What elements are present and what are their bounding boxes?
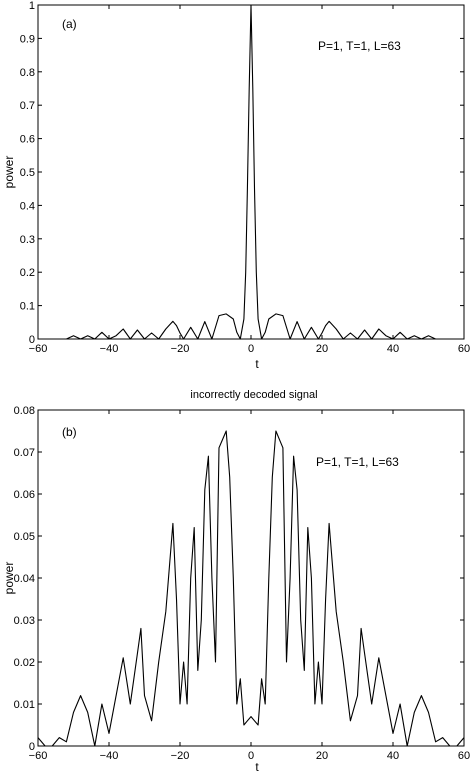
panel-b-x-tick-label: 0	[248, 750, 254, 762]
panel-a-y-tick-label: 0.2	[20, 267, 35, 279]
panel-a-y-tick-label: 0.6	[20, 134, 35, 146]
panel-b-y-tick-label: 0.06	[14, 489, 35, 501]
panel-a-x-tick-label: −60	[29, 343, 48, 355]
panel-b-series-line	[37, 430, 465, 747]
panel-b-x-tick-label: −40	[100, 750, 119, 762]
panel-a-x-tick-label: 0	[248, 343, 254, 355]
panel-a-y-tick-label: 0.7	[20, 100, 35, 112]
panel-a-label: (a)	[62, 17, 77, 31]
panel-a-plot-frame	[37, 4, 465, 340]
panel-b-x-ticks: −60 −40 −20 0 20 40 60	[29, 410, 470, 762]
panel-a-annotation: P=1, T=1, L=63	[318, 39, 401, 53]
panel-a-y-tick-label: 0	[29, 334, 35, 346]
panel-b-x-tick-label: −60	[29, 750, 48, 762]
panel-a-x-tick-label: 40	[387, 343, 399, 355]
panel-a-y-tick-label: 0.1	[20, 301, 35, 313]
panel-b-y-tick-label: 0.07	[14, 447, 35, 459]
panel-a-x-tick-label: 20	[316, 343, 328, 355]
panel-b-y-tick-label: 0.03	[14, 615, 35, 627]
panel-b-x-tick-label: 40	[387, 750, 399, 762]
panel-b-x-tick-label: 20	[316, 750, 328, 762]
panel-a-x-tick-label: −40	[100, 343, 119, 355]
panel-a-y-tick-label: 0.4	[20, 200, 35, 212]
panel-b-y-axis-label: power	[2, 562, 16, 595]
panel-b-y-tick-label: 0.04	[14, 573, 35, 585]
panel-a-x-tick-label: 60	[458, 343, 470, 355]
panel-a-series-line	[38, 4, 464, 340]
panel-b-title: incorrectly decoded signal	[190, 389, 317, 401]
panel-b-y-tick-label: 0.08	[14, 405, 35, 417]
panel-b-y-ticks: 0 0.01 0.02 0.03 0.04 0.05 0.06 0.07 0.08	[14, 405, 464, 753]
panel-a-y-tick-label: 0.9	[20, 33, 35, 45]
panel-a-y-tick-label: 0.3	[20, 234, 35, 246]
panel-b-chart: incorrectly decoded signal −60 −40 −20 0 20 4…	[2, 389, 470, 774]
panel-b-y-tick-label: 0.01	[14, 699, 35, 711]
panel-b-y-tick-label: 0.05	[14, 531, 35, 543]
panel-b-y-tick-label: 0	[29, 741, 35, 753]
panel-b-x-tick-label: −20	[171, 750, 190, 762]
panel-a-chart: −60 −40 −20 0 20 40 60 00.10.20.30.40.50.60.70…	[2, 0, 470, 371]
panel-a-x-tick-label: −20	[171, 343, 190, 355]
panel-b-label: (b)	[62, 425, 77, 439]
panel-a-y-tick-label: 0.8	[20, 67, 35, 79]
panel-b-plot-frame	[37, 409, 465, 747]
panel-a-y-tick-label: 0.5	[20, 167, 35, 179]
panel-b-x-axis-label: t	[255, 760, 259, 774]
panel-b-x-tick-label: 60	[458, 750, 470, 762]
panel-b-y-tick-label: 0.02	[14, 657, 35, 669]
panel-a-y-axis-label: power	[2, 156, 16, 189]
panel-b-annotation: P=1, T=1, L=63	[316, 455, 399, 469]
panel-a-y-tick-label: 1	[29, 0, 35, 12]
panel-a-x-axis-label: t	[255, 357, 259, 371]
panel-a-y-ticks: 0 0.1 0.2 0.3 0.4 0.5 0.6 0.7 0.8 0.9 1	[20, 0, 464, 346]
